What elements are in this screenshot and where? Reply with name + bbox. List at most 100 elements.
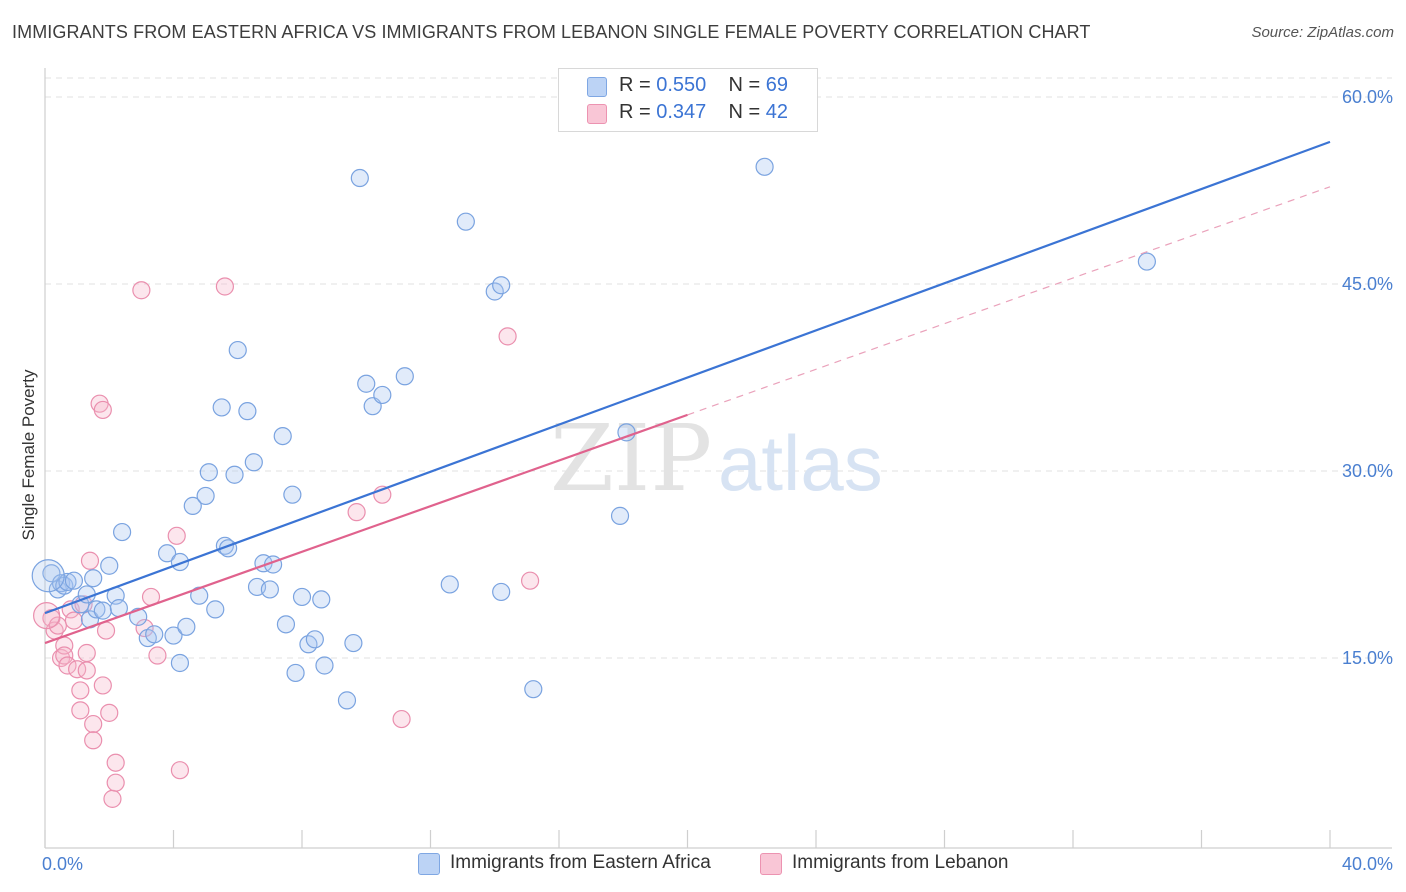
eastern-africa-point xyxy=(1137,252,1156,271)
series-eastern-africa-points xyxy=(31,157,1156,710)
legend-r-label-1: R = xyxy=(619,74,651,96)
eastern-africa-point xyxy=(164,626,183,645)
lebanon-point xyxy=(498,327,517,346)
eastern-africa-point xyxy=(312,590,331,609)
lebanon-point xyxy=(64,611,84,630)
lebanon-point xyxy=(148,646,167,665)
legend-swatch-blue xyxy=(587,77,607,97)
source-label: Source: ZipAtlas.com xyxy=(1251,24,1394,41)
eastern-africa-point xyxy=(93,601,112,620)
eastern-africa-point xyxy=(456,212,475,231)
eastern-africa-point xyxy=(183,496,202,516)
eastern-africa-point xyxy=(199,463,218,482)
trendline-lebanon xyxy=(44,413,688,645)
chart-title: IMMIGRANTS FROM EASTERN AFRICA VS IMMIGR… xyxy=(12,22,1091,42)
eastern-africa-point-large xyxy=(31,559,65,593)
lebanon-point xyxy=(132,281,151,300)
eastern-africa-point xyxy=(276,615,296,634)
eastern-africa-point xyxy=(238,402,257,421)
y-tick-label-30: 30.0% xyxy=(1342,461,1393,481)
legend-r-value-2: 0.347 xyxy=(656,101,707,123)
bottom-legend-label-eastern-africa: Immigrants from Eastern Africa xyxy=(450,852,711,873)
y-tick-label-15: 15.0% xyxy=(1342,648,1393,668)
lebanon-point xyxy=(215,277,234,296)
eastern-africa-point xyxy=(244,453,263,472)
eastern-africa-point xyxy=(292,587,312,607)
watermark: ZIP atlas xyxy=(550,405,883,512)
lebanon-point xyxy=(80,551,100,570)
lebanon-point xyxy=(103,789,122,808)
lebanon-point xyxy=(84,731,103,750)
legend-n-label-2: N = xyxy=(728,101,761,123)
eastern-africa-point xyxy=(305,630,324,649)
eastern-africa-point xyxy=(196,486,215,506)
eastern-africa-point xyxy=(64,571,84,590)
lebanon-point xyxy=(77,661,96,680)
eastern-africa-point xyxy=(273,426,292,446)
tick-labels: 15.0% 30.0% 45.0% 60.0% 0.0% 40.0% xyxy=(42,87,1393,874)
eastern-africa-point xyxy=(84,569,103,588)
lebanon-point xyxy=(106,753,125,772)
eastern-africa-point xyxy=(617,423,636,442)
lebanon-point xyxy=(68,660,87,679)
legend-text-2: R = 0.347 N = 42 xyxy=(619,101,788,124)
lebanon-point xyxy=(347,503,366,522)
lebanon-point xyxy=(84,714,103,734)
eastern-africa-point xyxy=(42,564,61,583)
legend-n-value-1: 69 xyxy=(765,74,789,96)
lebanon-point xyxy=(77,643,96,663)
lebanon-point xyxy=(55,646,74,665)
eastern-africa-point xyxy=(610,506,630,525)
legend-n-label-1: N = xyxy=(728,74,761,96)
lebanon-point-large xyxy=(33,602,61,630)
trend-lines xyxy=(44,140,1331,645)
lebanon-point xyxy=(71,681,90,700)
eastern-africa-point xyxy=(357,374,376,393)
watermark-zip: ZIP xyxy=(550,405,712,512)
lebanon-point xyxy=(106,773,125,792)
y-tick-label-45: 45.0% xyxy=(1342,274,1393,294)
eastern-africa-point xyxy=(157,544,177,563)
x-tick-label-min: 0.0% xyxy=(42,854,83,874)
eastern-africa-point xyxy=(58,572,77,592)
eastern-africa-point xyxy=(260,580,279,599)
trendline-lebanon-extension xyxy=(687,186,1331,416)
eastern-africa-point xyxy=(170,653,190,673)
lebanon-point xyxy=(520,571,540,590)
eastern-africa-point xyxy=(228,340,247,360)
lebanon-point xyxy=(58,656,77,675)
eastern-africa-point xyxy=(206,600,225,619)
eastern-africa-point xyxy=(215,536,234,555)
legend-n-value-2: 42 xyxy=(765,101,789,123)
lebanon-point xyxy=(93,676,112,695)
lebanon-point xyxy=(135,618,154,638)
legend: R = 0.550 N = 69 R = 0.347 N = 42 xyxy=(558,68,818,132)
lebanon-point xyxy=(170,761,190,780)
eastern-africa-point xyxy=(87,600,106,619)
eastern-africa-point xyxy=(344,633,363,653)
eastern-africa-point xyxy=(212,398,231,417)
watermark-atlas: atlas xyxy=(718,419,883,507)
eastern-africa-point xyxy=(283,485,302,504)
series-lebanon-points xyxy=(33,277,540,808)
bottom-legend-label-lebanon: Immigrants from Lebanon xyxy=(792,852,1009,873)
eastern-africa-point xyxy=(112,522,132,542)
lebanon-point xyxy=(167,526,186,545)
bottom-legend-swatch-blue xyxy=(418,853,440,875)
axes xyxy=(44,68,1392,849)
eastern-africa-point xyxy=(337,691,357,710)
eastern-africa-point xyxy=(286,663,305,683)
eastern-africa-point xyxy=(145,625,164,644)
eastern-africa-point xyxy=(755,157,774,176)
legend-text-1: R = 0.550 N = 69 xyxy=(619,74,788,97)
eastern-africa-point xyxy=(524,680,543,699)
eastern-africa-point xyxy=(100,556,119,575)
lebanon-point xyxy=(392,709,411,729)
eastern-africa-point xyxy=(492,276,511,295)
lebanon-point xyxy=(71,701,90,720)
y-tick-label-60: 60.0% xyxy=(1342,87,1393,107)
eastern-africa-point xyxy=(373,385,392,405)
eastern-africa-point xyxy=(225,465,244,484)
legend-r-label-2: R = xyxy=(619,101,651,123)
